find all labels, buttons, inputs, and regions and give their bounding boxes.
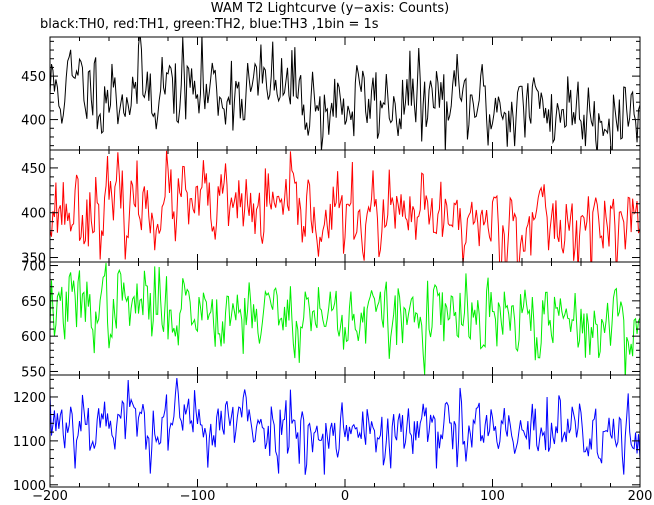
panel-th3: 1000 1100 1200: [13, 374, 641, 494]
y-tick-label: 600: [21, 330, 46, 345]
y-tick-label: 1200: [13, 391, 46, 406]
chart-subtitle: black:TH0, red:TH1, green:TH2, blue:TH3 …: [40, 17, 379, 32]
panel-frame: [49, 261, 641, 376]
panel-th1: 350 400 450: [21, 149, 641, 267]
series-line-th2: [50, 262, 640, 375]
x-tick-label: −100: [180, 489, 216, 504]
y-tick-label: 450: [21, 70, 46, 85]
panels-group: 400 450 350 400 450 550 600 650 700 1000 1100 1200: [13, 36, 641, 494]
x-axis: −200 −100 0 100 200: [32, 489, 652, 504]
series-line-th0: [50, 37, 640, 150]
x-tick-label: 100: [480, 489, 505, 504]
series-line-th1: [50, 150, 640, 262]
series-line-th3: [50, 378, 640, 475]
x-tick-label: 200: [628, 489, 653, 504]
y-tick-label: 400: [21, 207, 46, 222]
y-tick-label: 350: [21, 252, 46, 267]
x-tick-label: −200: [32, 489, 68, 504]
y-tick-label: 400: [21, 114, 46, 129]
panel-th0: 400 450: [21, 36, 641, 151]
panel-th2: 550 600 650 700: [21, 260, 641, 380]
x-tick-label: 0: [341, 489, 349, 504]
y-tick-label: 1100: [13, 435, 46, 450]
y-tick-label: 650: [21, 295, 46, 310]
y-tick-label: 550: [21, 365, 46, 380]
y-tick-label: 700: [21, 260, 46, 275]
chart-title: WAM T2 Lightcurve (y−axis: Counts): [211, 1, 449, 16]
y-tick-label: 450: [21, 162, 46, 177]
y-tick-label: 1000: [13, 479, 46, 494]
